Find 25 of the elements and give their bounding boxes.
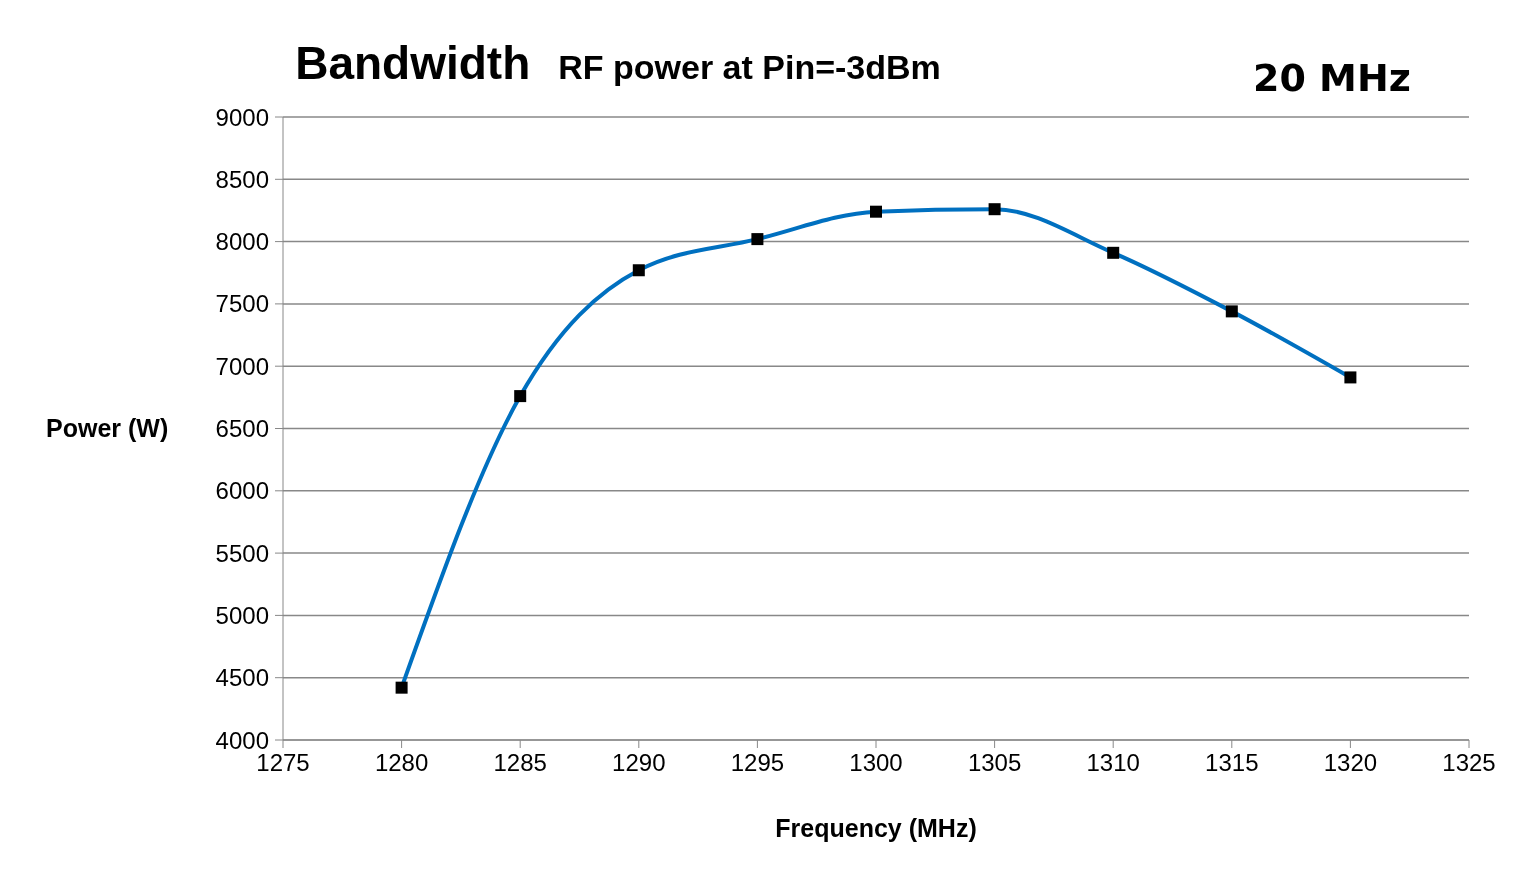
x-tick-label: 1290 (612, 749, 666, 777)
x-tick-label: 1280 (374, 749, 429, 777)
y-tick-label: 6500 (215, 415, 269, 443)
x-tick-label: 1325 (1442, 749, 1496, 777)
y-tick-label: 5000 (215, 601, 269, 629)
y-tick-label: 7000 (215, 352, 269, 380)
x-axis-title: Frequency (MHz) (774, 814, 978, 843)
y-tick-label: 4500 (215, 664, 269, 692)
y-tick-label: 6000 (215, 477, 269, 505)
chart-subtitle: RF power at Pin=-3dBm (558, 48, 941, 87)
x-tick-label: 1300 (849, 749, 903, 777)
chart-title: Bandwidth (295, 36, 531, 90)
x-tick-label: 1315 (1205, 749, 1259, 777)
x-tick-label: 1295 (730, 749, 785, 777)
y-tick-label: 9000 (215, 103, 269, 131)
y-axis-title: Power (W) (46, 414, 169, 443)
y-tick-label: 8500 (215, 165, 269, 193)
y-tick-label: 5500 (215, 539, 269, 567)
x-tick-label: 1305 (967, 749, 1022, 777)
x-tick-label: 1310 (1086, 749, 1140, 777)
x-tick-label: 1285 (493, 749, 547, 777)
x-tick-label: 1320 (1323, 749, 1378, 777)
y-tick-label: 7500 (215, 290, 269, 318)
text: 20 MHz (1253, 56, 1411, 100)
y-tick-label: 8000 (215, 228, 269, 256)
